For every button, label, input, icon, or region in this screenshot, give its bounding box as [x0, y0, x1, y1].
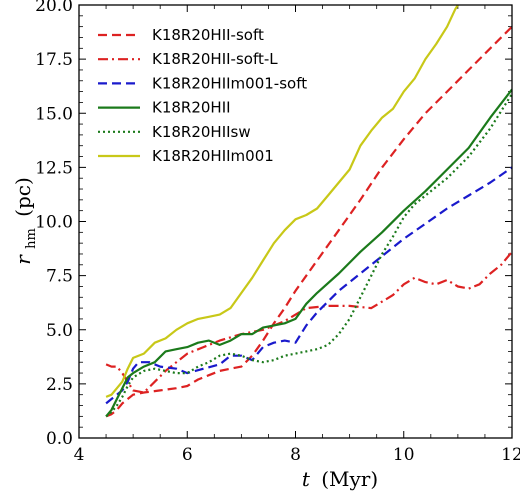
legend: K18R20HII-soft K18R20HII-soft-L K18R20HIIm…: [98, 26, 307, 165]
y-tick-label: 17.5: [35, 50, 73, 70]
y-tick-label: 2.5: [46, 375, 73, 395]
y-tick-label: 7.5: [46, 267, 73, 287]
legend-label-4: K18R20HII: [152, 99, 231, 117]
x-tick-label: 10: [393, 445, 415, 465]
legend-label-6: K18R20HIIm001: [152, 147, 274, 165]
tick-marks: [78, 4, 513, 439]
series-line-6: [105, 5, 459, 398]
x-axis-symbol: t: [302, 467, 311, 491]
y-tick-label: 5.0: [46, 321, 73, 341]
plot-frame: [78, 4, 513, 439]
series-line-5: [105, 93, 512, 418]
series-line-1: [105, 25, 512, 418]
x-tick-label: 8: [290, 445, 301, 465]
tick-labels: 4 6 8 10 12 0.0 2.5 5.0 7.5 10.0 12.5 15.0 17.5 20.0: [35, 0, 520, 465]
series-line-2: [105, 251, 512, 394]
y-axis-subscript: hm: [24, 228, 39, 249]
legend-label-3: K18R20HIIm001-soft: [152, 74, 307, 92]
x-tick-label: 4: [74, 445, 85, 465]
series-line-4: [105, 88, 512, 418]
y-tick-label: 20.0: [35, 0, 73, 16]
x-axis-label: t (Myr): [302, 467, 378, 491]
legend-label-1: K18R20HII-soft: [152, 26, 264, 44]
y-axis-label: r hm (pc): [11, 177, 40, 265]
series-line-3: [105, 166, 512, 405]
y-axis-unit: (pc): [11, 177, 35, 217]
legend-label-2: K18R20HII-soft-L: [152, 50, 278, 68]
y-tick-label: 15.0: [35, 104, 73, 124]
x-tick-label: 6: [182, 445, 193, 465]
x-tick-label: 12: [501, 445, 520, 465]
y-tick-label: 0.0: [46, 429, 73, 449]
y-axis-symbol: r: [11, 254, 35, 265]
legend-label-5: K18R20HIIsw: [152, 123, 251, 141]
y-tick-label: 12.5: [35, 158, 73, 178]
series-lines: [105, 5, 512, 418]
y-tick-label: 10.0: [35, 213, 73, 233]
x-axis-unit: (Myr): [321, 467, 378, 491]
